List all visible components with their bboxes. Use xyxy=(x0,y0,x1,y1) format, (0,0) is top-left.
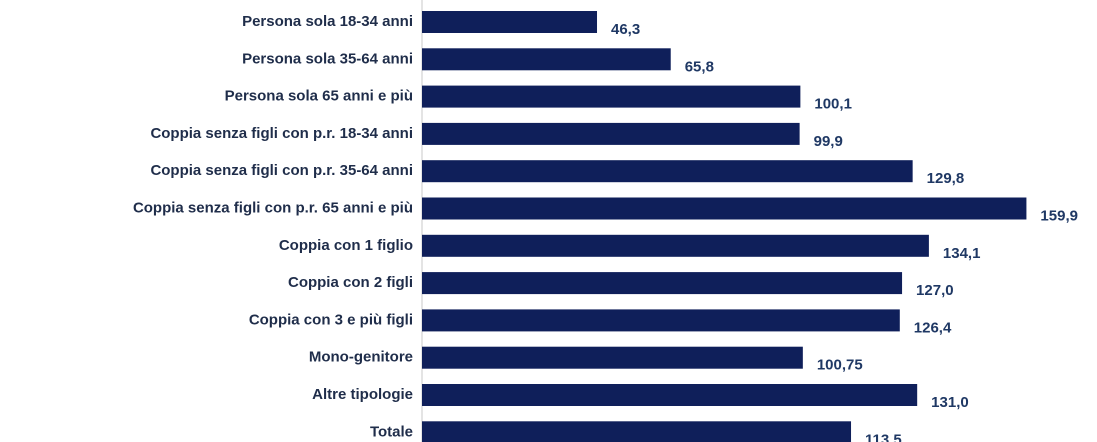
category-label: Mono-genitore xyxy=(309,349,413,366)
category-label: Coppia senza figli con p.r. 65 anni e pi… xyxy=(133,199,413,216)
value-label: 100,75 xyxy=(817,357,863,374)
bar xyxy=(422,234,929,257)
category-label: Coppia con 1 figlio xyxy=(279,237,413,254)
value-label: 46,3 xyxy=(611,21,640,38)
category-label: Persona sola 18-34 anni xyxy=(242,13,413,30)
bar xyxy=(422,122,800,145)
value-label: 100,1 xyxy=(814,96,852,113)
value-label: 126,4 xyxy=(914,319,952,336)
value-label: 113,5 xyxy=(865,431,902,442)
value-label: 134,1 xyxy=(943,245,981,262)
bar xyxy=(422,384,918,406)
bar xyxy=(422,197,1027,220)
bar xyxy=(422,85,801,108)
value-label: 99,9 xyxy=(814,133,843,150)
bar xyxy=(422,11,598,33)
value-label: 127,0 xyxy=(916,282,954,299)
bar xyxy=(422,421,852,442)
bar xyxy=(422,272,903,295)
category-label: Persona sola 35-64 anni xyxy=(242,50,413,67)
bar xyxy=(422,48,671,71)
category-label: Coppia con 2 figli xyxy=(288,274,413,291)
bar xyxy=(422,309,900,332)
category-label: Coppia con 3 e più figli xyxy=(249,311,413,328)
value-label: 129,8 xyxy=(927,170,965,187)
category-label: Totale xyxy=(370,423,413,440)
category-label: Persona sola 65 anni e più xyxy=(225,88,413,105)
value-label: 65,8 xyxy=(685,58,714,75)
category-label: Altre tipologie xyxy=(312,386,413,403)
category-label: Coppia senza figli con p.r. 35-64 anni xyxy=(150,162,413,179)
bar xyxy=(422,346,803,369)
category-label: Coppia senza figli con p.r. 18-34 anni xyxy=(150,125,413,142)
bar xyxy=(422,160,913,183)
value-label: 131,0 xyxy=(931,394,969,411)
value-label: 159,9 xyxy=(1040,207,1078,224)
